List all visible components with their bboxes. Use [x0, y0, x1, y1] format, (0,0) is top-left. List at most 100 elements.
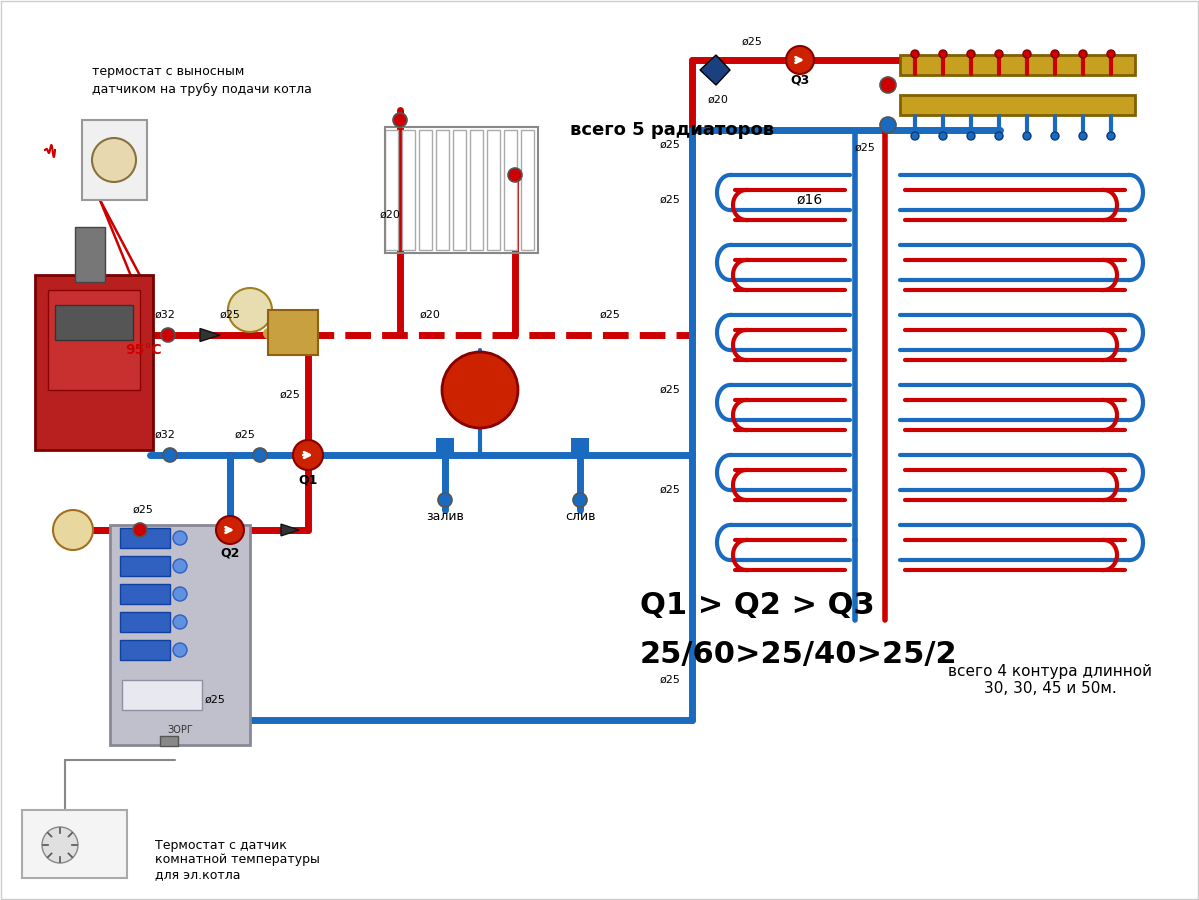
Text: ø20: ø20	[420, 310, 440, 320]
Circle shape	[173, 531, 187, 545]
Circle shape	[787, 46, 814, 74]
Text: ø25: ø25	[279, 390, 301, 400]
Text: датчиком на трубу подачи котла: датчиком на трубу подачи котла	[92, 83, 312, 96]
Text: ø32: ø32	[155, 310, 175, 320]
Bar	[487, 130, 500, 250]
Circle shape	[163, 448, 177, 462]
Circle shape	[393, 113, 406, 127]
Circle shape	[173, 559, 187, 573]
Text: термостат с выносным: термостат с выносным	[92, 65, 245, 78]
Circle shape	[995, 50, 1004, 58]
Text: ø25: ø25	[235, 430, 255, 440]
Circle shape	[911, 132, 918, 140]
Circle shape	[42, 827, 78, 863]
Bar	[418, 130, 432, 250]
Text: Q2: Q2	[221, 546, 240, 560]
Text: ø20: ø20	[707, 95, 729, 105]
Text: ø25: ø25	[600, 310, 620, 320]
Circle shape	[968, 50, 975, 58]
Circle shape	[442, 352, 518, 428]
Text: ø25: ø25	[219, 310, 241, 320]
Bar	[120, 640, 170, 660]
Bar	[900, 55, 1135, 75]
Bar	[122, 680, 201, 710]
Circle shape	[1079, 50, 1087, 58]
Circle shape	[880, 77, 896, 93]
Text: ø25: ø25	[659, 485, 681, 495]
Text: ø20: ø20	[380, 210, 400, 220]
Polygon shape	[281, 524, 299, 536]
Text: 95°С: 95°С	[125, 343, 162, 357]
Bar	[522, 130, 534, 250]
Circle shape	[216, 516, 245, 544]
Text: ø25: ø25	[659, 195, 681, 205]
Circle shape	[1052, 132, 1059, 140]
Text: ø25: ø25	[855, 143, 875, 153]
Text: ø25: ø25	[205, 695, 225, 705]
Circle shape	[1107, 132, 1115, 140]
Circle shape	[173, 587, 187, 601]
Circle shape	[133, 523, 147, 537]
Text: всего 4 контура длинной
30, 30, 45 и 50м.: всего 4 контура длинной 30, 30, 45 и 50м…	[948, 664, 1152, 697]
Bar	[385, 127, 538, 253]
Bar	[900, 95, 1135, 115]
Bar	[453, 130, 466, 250]
Circle shape	[1052, 50, 1059, 58]
Bar	[436, 438, 454, 458]
Bar	[269, 310, 318, 355]
Text: ø25: ø25	[741, 37, 763, 47]
Circle shape	[53, 510, 94, 550]
Bar	[35, 275, 153, 450]
Text: 25/60>25/40>25/2: 25/60>25/40>25/2	[640, 641, 958, 670]
Circle shape	[293, 440, 323, 470]
Text: Q1: Q1	[299, 473, 318, 487]
Bar	[571, 438, 589, 458]
Bar	[110, 525, 251, 745]
Bar	[436, 130, 448, 250]
Bar	[120, 528, 170, 548]
Circle shape	[880, 117, 896, 133]
Circle shape	[995, 132, 1004, 140]
Text: всего 5 радиаторов: всего 5 радиаторов	[570, 121, 775, 139]
Circle shape	[161, 328, 175, 342]
Text: ø16: ø16	[797, 193, 824, 207]
Polygon shape	[200, 328, 219, 341]
Circle shape	[968, 132, 975, 140]
Bar	[22, 810, 127, 878]
Circle shape	[228, 288, 272, 332]
Text: Термостат с датчик
комнатной температуры
для эл.котла: Термостат с датчик комнатной температуры…	[155, 839, 320, 881]
Text: залив: залив	[426, 510, 464, 524]
Circle shape	[173, 643, 187, 657]
Circle shape	[508, 168, 522, 182]
Bar	[159, 736, 177, 746]
Circle shape	[1023, 132, 1031, 140]
Bar	[470, 130, 483, 250]
Bar	[402, 130, 415, 250]
Text: ø25: ø25	[659, 385, 681, 395]
Text: слив: слив	[565, 510, 595, 524]
Polygon shape	[700, 55, 730, 85]
Circle shape	[1107, 50, 1115, 58]
Text: Q3: Q3	[790, 74, 809, 86]
Circle shape	[438, 493, 452, 507]
Circle shape	[173, 615, 187, 629]
Bar	[120, 556, 170, 576]
Circle shape	[939, 50, 947, 58]
Bar	[385, 130, 398, 250]
Text: ЗОРГ: ЗОРГ	[167, 725, 193, 735]
Bar	[82, 120, 147, 200]
Circle shape	[1079, 132, 1087, 140]
Circle shape	[92, 138, 135, 182]
Circle shape	[1023, 50, 1031, 58]
Bar	[76, 227, 106, 282]
Bar	[120, 584, 170, 604]
Text: ø25: ø25	[659, 675, 681, 685]
Bar	[120, 612, 170, 632]
Circle shape	[573, 493, 588, 507]
Circle shape	[911, 50, 918, 58]
Bar	[55, 305, 133, 340]
Bar	[48, 290, 140, 390]
Circle shape	[939, 132, 947, 140]
Text: ø32: ø32	[155, 430, 175, 440]
Bar	[504, 130, 517, 250]
